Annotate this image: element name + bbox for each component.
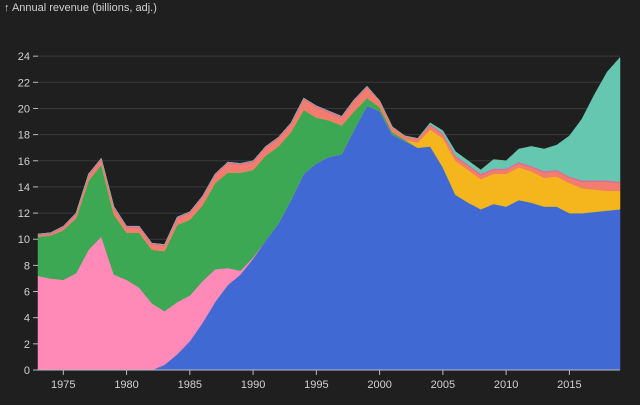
x-tick-label: 1975	[51, 379, 75, 391]
x-tick-label: 1995	[304, 379, 328, 391]
x-tick-label: 1990	[241, 379, 265, 391]
y-tick-label: 14	[18, 182, 30, 194]
y-tick-label: 6	[24, 287, 30, 299]
series-areas	[37, 56, 621, 371]
x-tick-label: 1980	[114, 379, 138, 391]
x-tick-label: 2005	[431, 379, 455, 391]
y-tick-label: 12	[18, 208, 30, 220]
y-tick-label: 4	[24, 313, 30, 325]
y-tick-label: 16	[18, 156, 30, 168]
y-tick-label: 20	[18, 103, 30, 115]
y-tick-label: 22	[18, 77, 30, 89]
y-tick-label: 18	[18, 130, 30, 142]
x-tick-label: 2010	[494, 379, 518, 391]
y-tick-label: 10	[18, 234, 30, 246]
x-tick-label: 2015	[557, 379, 581, 391]
y-tick-label: 2	[24, 339, 30, 351]
x-axis: 1975 1980 1985 1990 1995 2000 2005 2010 2015	[38, 369, 620, 391]
x-tick-label: 2000	[367, 379, 391, 391]
x-tick-label: 1985	[178, 379, 202, 391]
y-tick-label: 8	[24, 260, 30, 272]
y-tick-label: 0	[24, 365, 30, 377]
series-area	[37, 56, 621, 245]
y-tick-label: 24	[18, 51, 30, 63]
y-axis-label: ↑ Annual revenue (billions, adj.)	[4, 2, 157, 14]
